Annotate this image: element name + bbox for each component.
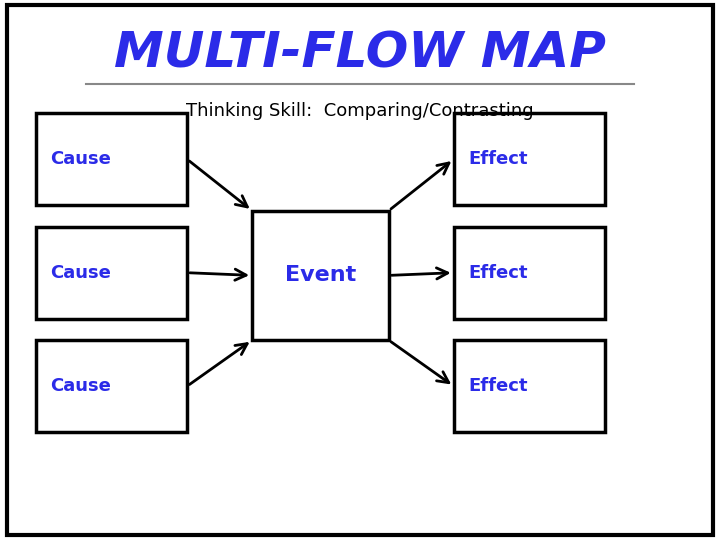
Bar [252,211,389,340]
Text: Event: Event [285,265,356,286]
Text: MULTI-FLOW MAP: MULTI-FLOW MAP [114,30,606,78]
Bar [36,340,187,432]
Bar [36,227,187,319]
Bar [36,113,187,205]
Bar [454,340,605,432]
Text: Effect: Effect [468,150,528,168]
Text: Cause: Cause [50,150,112,168]
Text: Cause: Cause [50,377,112,395]
Bar [454,113,605,205]
Bar [454,227,605,319]
Text: Thinking Skill:  Comparing/Contrasting: Thinking Skill: Comparing/Contrasting [186,102,534,120]
Text: Cause: Cause [50,264,112,282]
Text: Effect: Effect [468,264,528,282]
Text: Effect: Effect [468,377,528,395]
